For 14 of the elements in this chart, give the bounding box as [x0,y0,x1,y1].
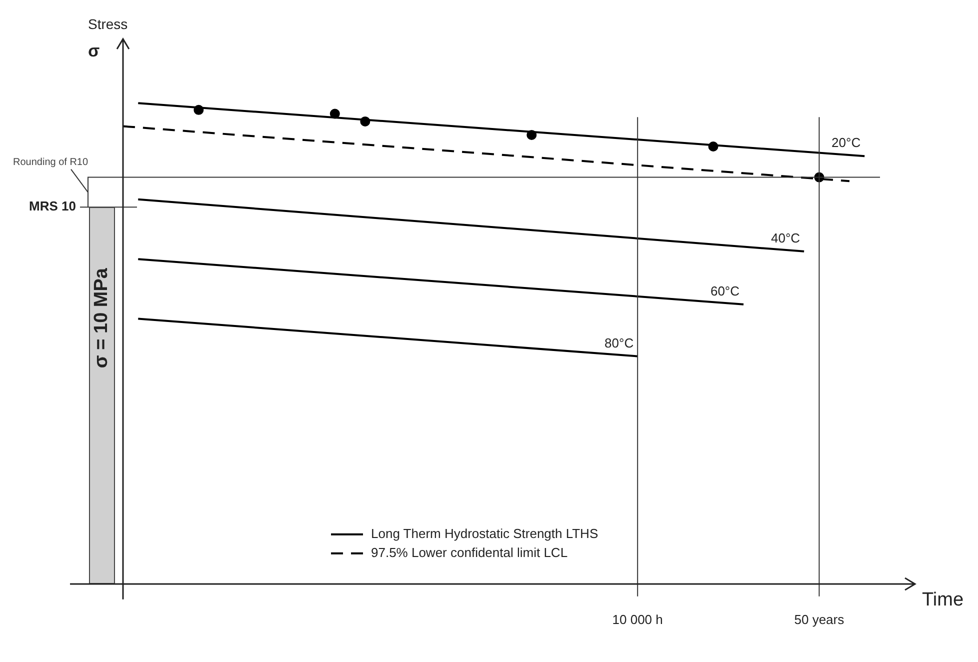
ref-line-label: MRS 10 [29,198,76,214]
x-tick-label: 50 years [794,612,845,627]
series-label: 40°C [771,230,800,246]
series-label: 80°C [604,335,634,350]
annotation: Long Therm Hydrostatic Strength LTHS [371,526,598,541]
stress-column: σ = 10 MPa [89,207,115,584]
x-axis-title: Time [922,590,964,611]
ref-line-label: Rounding of R10 [13,157,88,168]
text: σ [88,42,100,61]
legend-label: 97.5% Lower confidental limit LCL [371,544,568,560]
series-label: 20°C [832,135,861,150]
text: Stress [88,16,128,32]
series-label: 60°C [710,283,740,298]
x-tick-label: 10 000 h [612,612,663,627]
